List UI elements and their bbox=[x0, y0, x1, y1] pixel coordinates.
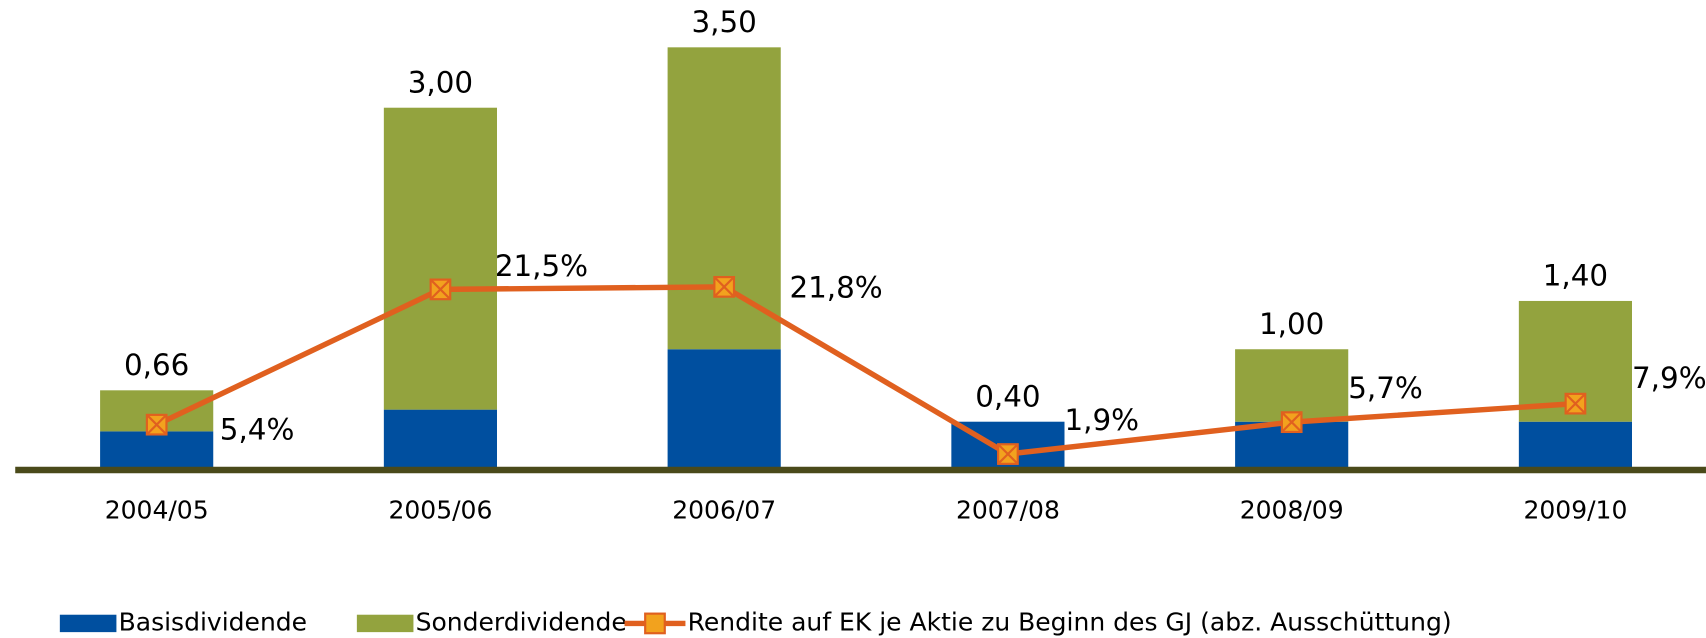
legend-label: Basisdividende bbox=[119, 607, 308, 636]
bar-segment bbox=[100, 431, 214, 471]
marker-cross bbox=[1282, 412, 1302, 432]
x-tick-label: 2008/09 bbox=[1240, 495, 1344, 524]
bar-segment bbox=[383, 107, 497, 410]
marker-cross bbox=[430, 279, 450, 299]
total-label: 0,40 bbox=[975, 379, 1040, 413]
total-label: 3,50 bbox=[691, 5, 756, 39]
x-tick-label: 2009/10 bbox=[1523, 495, 1627, 524]
marker-cross bbox=[1565, 394, 1585, 414]
data-label: 21,8% bbox=[789, 271, 882, 305]
legend-swatch bbox=[356, 614, 414, 633]
total-label: 3,00 bbox=[408, 65, 473, 99]
total-label: 1,40 bbox=[1543, 259, 1608, 293]
data-label: 5,7% bbox=[1348, 371, 1423, 405]
bar-segment bbox=[667, 47, 781, 350]
marker-cross bbox=[714, 277, 734, 297]
data-label: 5,4% bbox=[220, 413, 295, 447]
plot-area: 0,66 2004/05 3,00 2005/06 3,50 2006/07 0,40 200… bbox=[15, 5, 1706, 636]
x-tick-label: 2007/08 bbox=[956, 495, 1060, 524]
data-label: 7,9% bbox=[1632, 361, 1706, 395]
x-tick-label: 2006/07 bbox=[672, 495, 776, 524]
legend-swatch bbox=[59, 614, 117, 633]
legend-label: Rendite auf EK je Aktie zu Beginn des GJ… bbox=[688, 607, 1452, 636]
marker-cross bbox=[998, 444, 1018, 464]
bar-segment bbox=[667, 349, 781, 471]
bar-segment bbox=[383, 409, 497, 471]
bar-segment bbox=[1235, 349, 1349, 422]
bar-segment bbox=[1518, 421, 1633, 471]
total-label: 0,66 bbox=[124, 348, 189, 382]
marker-cross bbox=[147, 415, 167, 435]
data-label: 1,9% bbox=[1064, 403, 1139, 437]
legend-marker bbox=[644, 612, 666, 635]
total-label: 1,00 bbox=[1259, 307, 1324, 341]
x-tick-label: 2005/06 bbox=[388, 495, 492, 524]
line bbox=[155, 284, 1576, 457]
legend-label: Sonderdividende bbox=[416, 607, 627, 636]
x-tick-label: 2004/05 bbox=[105, 495, 209, 524]
data-label: 21,5% bbox=[495, 249, 588, 283]
